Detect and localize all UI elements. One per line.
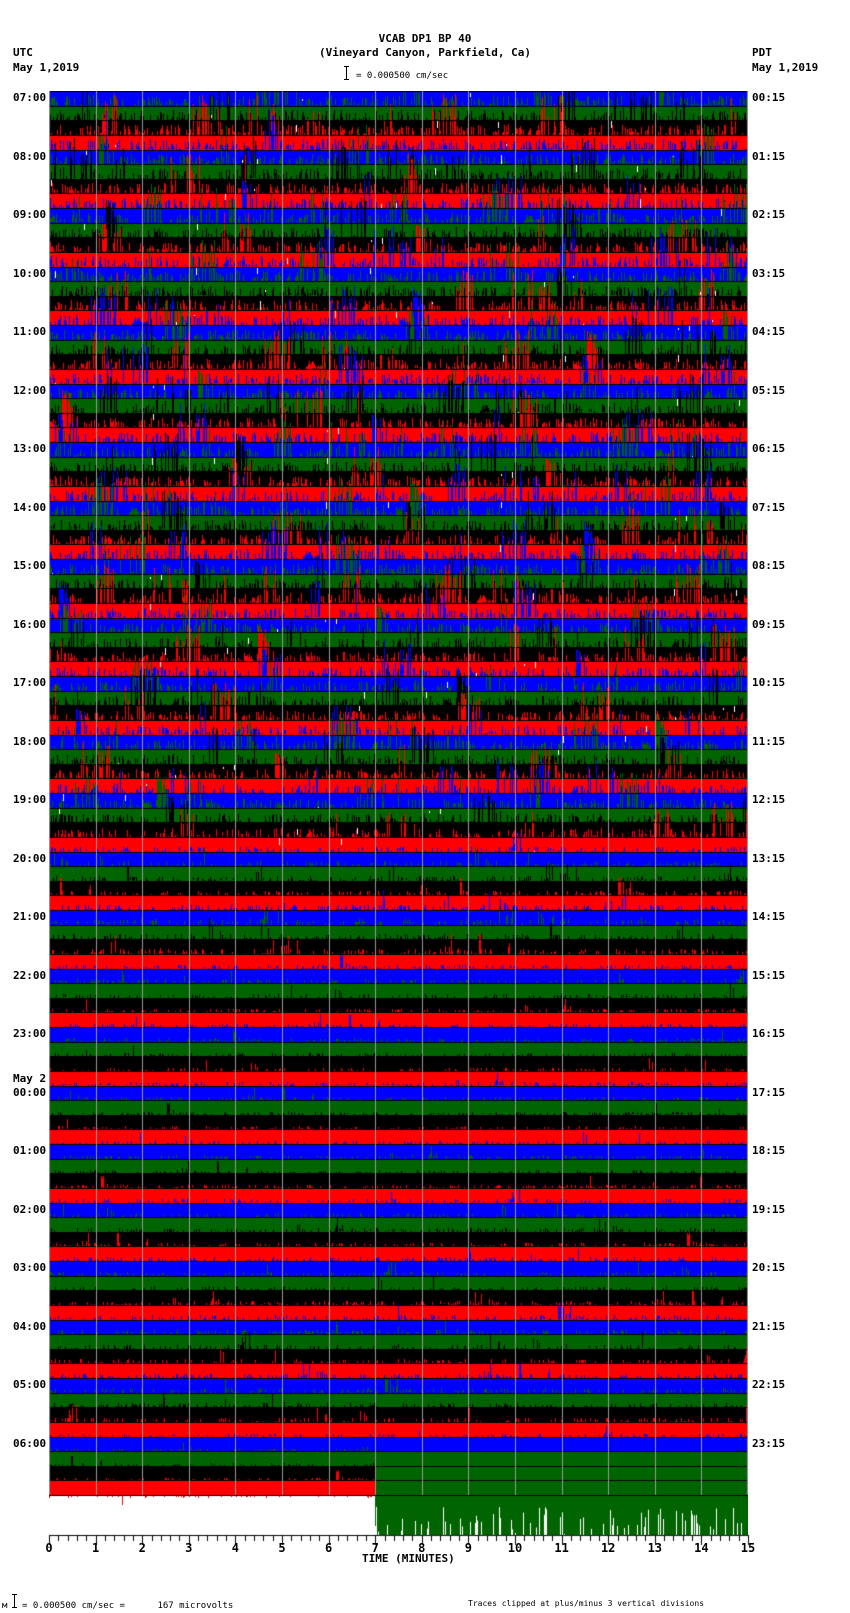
- utc-hour-label: 19:00: [13, 793, 47, 806]
- footer-scale-text: = 0.000500 cm/sec = 167 microvolts: [22, 1601, 234, 1611]
- pdt-hour-label: 00:15: [752, 91, 786, 104]
- utc-hour-label: 10:00: [13, 266, 47, 280]
- pdt-hour-label: 01:15: [752, 149, 786, 163]
- footer-scale-bar-icon: [12, 1594, 17, 1608]
- pdt-hour-label: 17:15: [752, 1085, 786, 1099]
- pdt-hour-label: 07:15: [752, 500, 786, 514]
- time-tick-label: 6: [324, 1541, 333, 1555]
- pdt-hour-label: 12:15: [752, 793, 786, 806]
- utc-hour-label: 17:00: [13, 676, 47, 689]
- utc-hour-label: 06:00: [13, 1436, 47, 1450]
- pdt-hour-label: 19:15: [752, 1202, 786, 1216]
- pdt-hour-label: 06:15: [752, 442, 786, 455]
- utc-hour-label: 08:00: [13, 149, 47, 163]
- pdt-hour-label: 04:15: [752, 325, 786, 338]
- utc-hour-label: 13:00: [13, 442, 47, 455]
- left-timezone: UTC: [13, 46, 33, 59]
- utc-hour-label: 00:00: [13, 1085, 47, 1099]
- utc-hour-label: 22:00: [13, 968, 47, 982]
- right-timezone: PDT: [752, 46, 772, 59]
- scale-label: = 0.000500 cm/sec: [356, 71, 449, 81]
- pdt-hour-label: 08:15: [752, 559, 786, 572]
- time-tick-label: 3: [185, 1541, 193, 1555]
- utc-hour-label: 03:00: [13, 1261, 47, 1274]
- clip-note: Traces clipped at plus/minus 3 vertical …: [468, 1599, 705, 1608]
- time-tick-label: 2: [138, 1541, 146, 1555]
- utc-hour-label: 11:00: [13, 325, 47, 338]
- station-title: VCAB DP1 BP 40: [378, 32, 472, 45]
- utc-hour-label: 12:00: [13, 383, 47, 397]
- time-tick-label: 8: [418, 1541, 426, 1555]
- station-location: (Vineyard Canyon, Parkfield, Ca): [319, 46, 531, 59]
- utc-hour-label: 04:00: [13, 1319, 47, 1333]
- utc-hour-label: 23:00: [13, 1027, 47, 1040]
- utc-hour-label: 09:00: [13, 208, 47, 221]
- pdt-hour-label: 02:15: [752, 208, 786, 221]
- time-tick-label: 11: [554, 1541, 569, 1555]
- pdt-hour-label: 05:15: [752, 383, 786, 397]
- pdt-hour-label: 13:15: [752, 851, 786, 865]
- utc-hour-label: 15:00: [13, 559, 47, 572]
- x-axis-title: TIME (MINUTES): [362, 1552, 455, 1565]
- pdt-hour-label: 22:15: [752, 1378, 786, 1391]
- time-tick-label: 9: [464, 1541, 473, 1555]
- utc-hour-label: 20:00: [13, 851, 47, 865]
- utc-hour-label: 18:00: [13, 734, 47, 748]
- utc-hour-label: 05:00: [13, 1378, 47, 1391]
- time-tick-label: 4: [231, 1541, 240, 1555]
- utc-hour-label: 16:00: [13, 617, 47, 631]
- left-date: May 1,2019: [13, 61, 80, 74]
- time-tick-label: 7: [371, 1541, 379, 1555]
- time-tick-label: 12: [600, 1541, 616, 1555]
- time-tick-label: 0: [45, 1541, 53, 1555]
- time-tick-label: 13: [647, 1541, 663, 1555]
- scale-bar-icon: [344, 66, 349, 80]
- pdt-hour-label: 15:15: [752, 968, 786, 982]
- pdt-hour-label: 14:15: [752, 910, 786, 923]
- helicorder-plot: [49, 91, 748, 1535]
- time-tick-label: 14: [694, 1541, 709, 1555]
- utc-hour-label: 14:00: [13, 500, 47, 514]
- pdt-hour-label: 16:15: [752, 1027, 786, 1040]
- time-tick-label: 10: [507, 1541, 523, 1555]
- utc-hour-label: 02:00: [13, 1202, 47, 1216]
- pdt-hour-label: 09:15: [752, 617, 786, 631]
- pdt-hour-label: 20:15: [752, 1261, 786, 1274]
- right-date: May 1,2019: [752, 61, 819, 74]
- time-tick-label: 5: [278, 1541, 286, 1555]
- utc-hour-label: 07:00: [13, 91, 47, 104]
- utc-hour-label: 01:00: [13, 1144, 47, 1157]
- utc-hour-label: 21:00: [13, 910, 47, 923]
- date-change-label: May 2: [13, 1071, 47, 1085]
- time-tick-label: 15: [740, 1541, 756, 1555]
- footer-scale-prefix: м: [2, 1601, 8, 1611]
- pdt-hour-label: 23:15: [752, 1436, 786, 1450]
- pdt-hour-label: 10:15: [752, 676, 786, 689]
- pdt-hour-label: 21:15: [752, 1319, 786, 1333]
- pdt-hour-label: 03:15: [752, 266, 786, 280]
- time-tick-label: 1: [91, 1541, 100, 1555]
- pdt-hour-label: 11:15: [752, 734, 786, 748]
- pdt-hour-label: 18:15: [752, 1144, 786, 1157]
